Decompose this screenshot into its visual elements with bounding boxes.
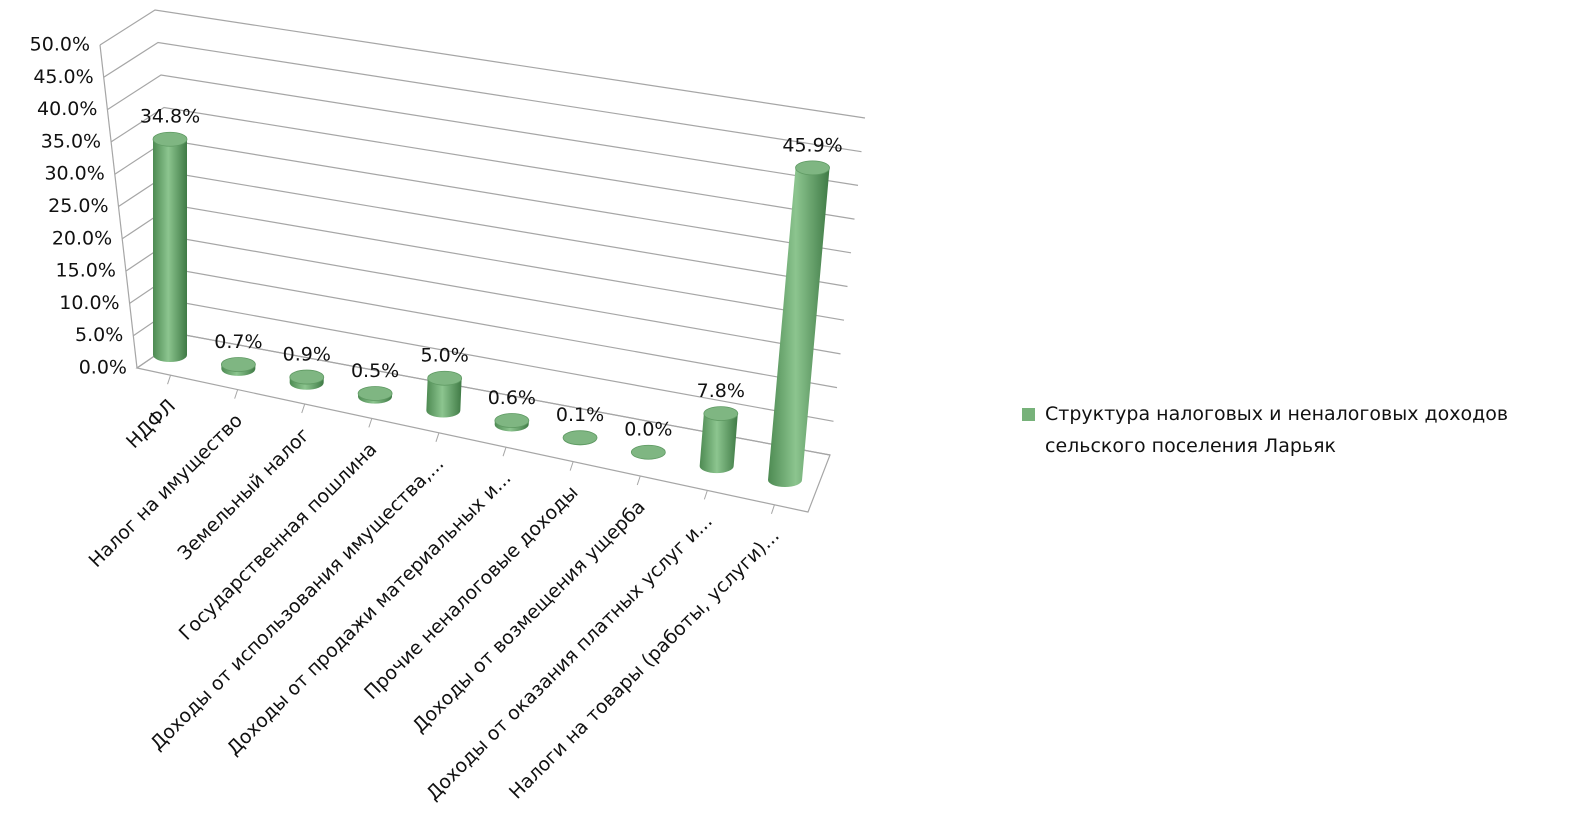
x-tick bbox=[703, 490, 708, 500]
value-label: 0.9% bbox=[283, 344, 331, 366]
grid-line bbox=[99, 9, 866, 119]
x-tick bbox=[167, 375, 172, 385]
y-tick-label: 20.0% bbox=[52, 227, 112, 249]
bar-top bbox=[795, 160, 830, 176]
y-tick-label: 15.0% bbox=[56, 260, 116, 282]
x-tick bbox=[636, 475, 641, 486]
bar-top bbox=[494, 413, 530, 428]
bar bbox=[768, 160, 830, 487]
bar-top bbox=[220, 357, 256, 372]
value-label: 0.0% bbox=[624, 419, 672, 441]
x-tick bbox=[301, 403, 306, 414]
bar bbox=[153, 132, 187, 362]
x-tick bbox=[368, 418, 373, 428]
value-label: 0.1% bbox=[556, 404, 604, 426]
y-tick-label: 5.0% bbox=[75, 324, 123, 346]
x-tick-label: НДФЛ bbox=[122, 395, 180, 453]
grid-line bbox=[110, 106, 855, 220]
bar-top bbox=[427, 370, 463, 386]
x-tick-label: Налог на имущество bbox=[85, 409, 247, 571]
y-tick-label: 50.0% bbox=[30, 34, 90, 56]
bar bbox=[699, 406, 738, 474]
bar-top bbox=[357, 386, 393, 401]
value-label: 5.0% bbox=[421, 345, 469, 367]
y-tick-label: 35.0% bbox=[41, 130, 101, 152]
x-tick bbox=[770, 504, 775, 514]
bar-top bbox=[289, 369, 325, 385]
legend-label: Структура налоговых и неналоговых доходо… bbox=[1045, 403, 1509, 457]
bar-top bbox=[152, 131, 188, 147]
value-label: 0.7% bbox=[214, 331, 262, 353]
grid-line bbox=[114, 139, 852, 254]
x-tick-label: Доходы от оказания платных услуг и... bbox=[422, 510, 717, 805]
y-tick-label: 45.0% bbox=[33, 66, 93, 88]
grid bbox=[99, 9, 866, 456]
chart: 0.0% 5.0% 10.0% 15.0% 20.0% 25.0% 30.0% 35.0% 40… bbox=[30, 9, 866, 805]
value-label: 0.6% bbox=[488, 387, 536, 409]
y-tick-label: 30.0% bbox=[44, 163, 104, 185]
legend-swatch bbox=[1022, 408, 1035, 421]
y-tick-label: 0.0% bbox=[79, 357, 127, 379]
x-tick-label: Доходы от использования имущества,... bbox=[146, 453, 448, 755]
y-tick-label: 25.0% bbox=[48, 195, 108, 217]
x-tick-label: Доходы от продажи материальных и... bbox=[223, 467, 516, 760]
y-tick-label: 40.0% bbox=[37, 98, 97, 120]
bar-top bbox=[562, 430, 598, 446]
grid-line bbox=[118, 171, 848, 288]
x-tick bbox=[569, 461, 574, 471]
bar-top bbox=[630, 444, 666, 460]
x-tick bbox=[234, 389, 239, 399]
bar-top bbox=[703, 406, 739, 421]
value-label: 0.5% bbox=[351, 360, 399, 382]
bars bbox=[152, 131, 830, 487]
value-label: 34.8% bbox=[140, 106, 200, 128]
y-axis bbox=[99, 44, 138, 369]
value-label: 7.8% bbox=[697, 380, 745, 402]
legend: Структура налоговых и неналоговых доходо… bbox=[1022, 398, 1570, 462]
grid-line bbox=[121, 204, 845, 321]
grid-line bbox=[103, 41, 862, 153]
x-tick bbox=[502, 447, 507, 457]
x-tick bbox=[435, 432, 440, 442]
value-label: 45.9% bbox=[782, 134, 842, 156]
y-tick-label: 10.0% bbox=[59, 292, 119, 314]
grid-line bbox=[107, 74, 859, 186]
